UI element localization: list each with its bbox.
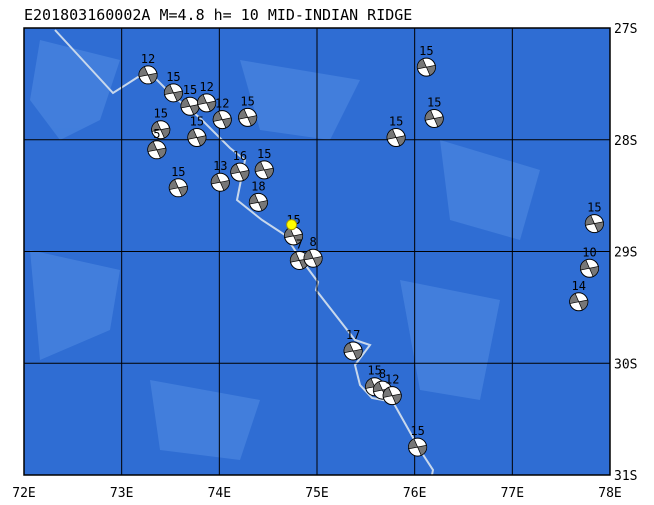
compression-quadrant: [210, 173, 230, 191]
compression-quadrant: [579, 259, 599, 277]
depth-label: 15: [183, 83, 197, 97]
compression-quadrant: [230, 163, 250, 181]
lon-label: 74E: [208, 486, 231, 501]
depth-label: 15: [367, 364, 381, 378]
lat-label: 28S: [614, 134, 637, 149]
compression-quadrant: [163, 84, 183, 102]
depth-label: 8: [379, 367, 386, 381]
bathymetry: [30, 40, 540, 460]
depth-label: 17: [346, 328, 360, 342]
depth-label: 7: [296, 237, 303, 251]
lon-label: 77E: [501, 486, 524, 501]
depth-label: 15: [171, 165, 185, 179]
depth-label: 15: [410, 424, 424, 438]
depth-label: 15: [427, 96, 441, 110]
depth-label: 5: [153, 127, 160, 141]
depth-label: 10: [582, 245, 596, 259]
lat-label: 31S: [614, 469, 637, 484]
depth-label: 15: [166, 70, 180, 84]
depth-label: 15: [240, 94, 254, 108]
compression-quadrant: [569, 293, 589, 311]
lat-label: 27S: [614, 22, 637, 37]
lon-label: 75E: [305, 486, 328, 501]
compression-quadrant: [187, 128, 207, 147]
compression-quadrant: [416, 58, 436, 76]
depth-label: 16: [233, 149, 247, 163]
compression-quadrant: [254, 161, 274, 179]
depth-label: 15: [587, 201, 601, 215]
depth-label: 18: [251, 179, 265, 193]
compression-quadrant: [303, 249, 323, 267]
compression-quadrant: [343, 342, 363, 360]
lon-label: 78E: [598, 486, 621, 501]
compression-quadrant: [584, 214, 604, 233]
depth-label: 15: [389, 115, 403, 129]
compression-quadrant: [138, 66, 158, 84]
compression-quadrant: [408, 438, 428, 456]
map-title: E201803160002A M=4.8 h= 10 MID-INDIAN RI…: [24, 6, 412, 24]
compression-quadrant: [168, 179, 188, 197]
depth-label: 15: [154, 107, 168, 121]
compression-quadrant: [151, 120, 171, 139]
compression-quadrant: [248, 193, 268, 212]
lat-label: 30S: [614, 357, 637, 372]
lon-label: 72E: [12, 486, 35, 501]
depth-label: 12: [385, 373, 399, 387]
compression-quadrant: [386, 128, 406, 147]
depth-label: 15: [257, 147, 271, 161]
frame: [23, 27, 611, 476]
depth-label: 15: [419, 44, 433, 58]
compression-quadrant: [238, 108, 258, 127]
depth-label: 15: [190, 115, 204, 129]
compression-quadrant: [212, 110, 232, 129]
lon-label: 76E: [403, 486, 426, 501]
epicenter: [286, 219, 298, 231]
depth-label: 12: [199, 80, 213, 94]
compression-quadrant: [424, 109, 444, 128]
lon-label: 73E: [110, 486, 133, 501]
compression-quadrant: [382, 386, 402, 405]
depth-label: 8: [309, 235, 316, 249]
depth-label: 12: [141, 52, 155, 66]
depth-label: 14: [572, 279, 586, 293]
compression-quadrant: [147, 141, 167, 159]
compression-quadrant: [197, 94, 217, 112]
depth-label: 12: [215, 97, 229, 111]
lat-label: 29S: [614, 246, 637, 261]
depth-label: 13: [213, 159, 227, 173]
